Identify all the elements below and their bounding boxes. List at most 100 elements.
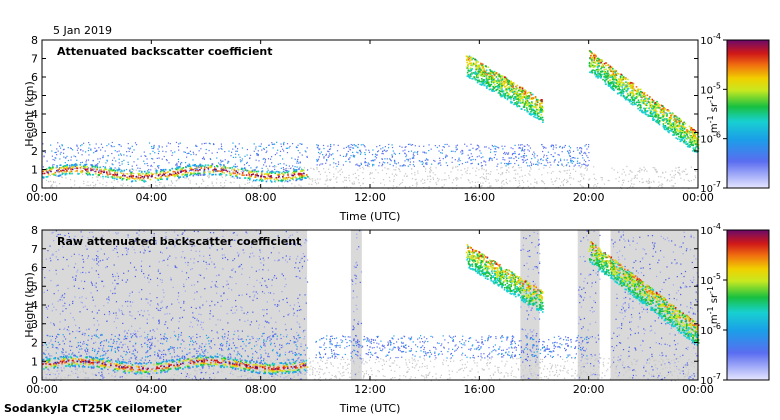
aerosol-pixel: [118, 144, 120, 146]
haze-pixel: [237, 170, 239, 172]
bl-pixel: [141, 179, 143, 182]
aerosol-pixel: [220, 147, 222, 150]
haze-pixel: [423, 166, 425, 168]
cloud-pixel: [630, 85, 633, 87]
haze-pixel: [678, 166, 680, 168]
haze-pixel: [167, 174, 169, 176]
bl-pixel: [85, 163, 88, 166]
aerosol-pixel: [327, 156, 329, 158]
noise-pixel: [129, 314, 131, 316]
bl-pixel: [254, 174, 257, 176]
cloud-pixel: [487, 66, 490, 69]
aerosol-pixel: [399, 145, 401, 147]
cloud-pixel: [654, 114, 657, 117]
bl-pixel: [50, 170, 52, 173]
aerosol-pixel: [502, 156, 504, 159]
aerosol-pixel: [157, 152, 160, 155]
haze-pixel: [428, 185, 430, 188]
cloud-pixel: [684, 126, 687, 129]
aerosol-pixel: [194, 165, 196, 167]
haze-pixel: [490, 185, 492, 187]
haze-pixel: [396, 186, 398, 188]
haze-pixel: [135, 175, 138, 177]
noise-pixel: [155, 240, 157, 242]
bl-pixel: [51, 167, 54, 170]
aerosol-pixel: [161, 158, 163, 160]
aerosol-pixel: [230, 151, 233, 153]
cloud-pixel: [591, 57, 594, 59]
aerosol-pixel: [271, 143, 273, 145]
aerosol-pixel: [335, 163, 337, 165]
haze-pixel: [511, 166, 514, 169]
cloud-pixel: [612, 72, 615, 75]
cloud-pixel: [673, 119, 675, 122]
haze-pixel: [534, 178, 536, 180]
bl-pixel: [161, 178, 163, 181]
aerosol-pixel: [57, 150, 59, 152]
bl-pixel: [290, 177, 292, 179]
noise-pixel: [263, 309, 265, 311]
haze-pixel: [513, 177, 515, 179]
cloud-pixel: [678, 129, 681, 132]
cloud-pixel: [608, 85, 610, 87]
aerosol-pixel: [168, 162, 170, 164]
cloud-pixel: [697, 144, 700, 146]
noise-pixel: [143, 230, 145, 232]
aerosol-pixel: [498, 147, 500, 149]
aerosol-pixel: [170, 150, 172, 152]
haze-pixel: [524, 174, 526, 177]
bl-pixel: [162, 170, 165, 173]
cloud-pixel: [538, 109, 540, 112]
aerosol-pixel: [328, 155, 330, 157]
aerosol-pixel: [405, 146, 407, 148]
bl-pixel: [111, 170, 113, 172]
noise-pixel: [263, 326, 266, 328]
cloud-pixel: [518, 105, 520, 107]
bl-pixel: [71, 172, 73, 175]
cloud-pixel: [611, 86, 614, 88]
bl-pixel: [192, 164, 194, 167]
aerosol-pixel: [521, 148, 523, 150]
aerosol-pixel: [524, 149, 526, 151]
noise-pixel: [167, 258, 169, 260]
cloud-pixel: [656, 121, 658, 124]
haze-pixel: [333, 173, 335, 175]
cloud-pixel: [480, 78, 483, 80]
aerosol-pixel: [424, 152, 426, 154]
noise-pixel: [103, 313, 106, 316]
cloud-pixel: [593, 53, 596, 56]
haze-pixel: [351, 182, 353, 184]
cloud-pixel: [681, 129, 684, 132]
cloud-pixel: [516, 92, 519, 95]
cloud-pixel: [498, 83, 500, 86]
cloud-pixel: [621, 85, 623, 87]
aerosol-pixel: [525, 159, 527, 161]
cloud-pixel: [624, 97, 626, 100]
aerosol-pixel: [116, 151, 118, 153]
aerosol-pixel: [172, 152, 174, 154]
bl-pixel: [130, 171, 133, 174]
cloud-pixel: [600, 77, 602, 79]
noise-pixel: [108, 311, 110, 313]
haze-pixel: [519, 176, 521, 178]
aerosol-pixel: [84, 151, 87, 153]
cloud-pixel: [491, 75, 493, 77]
aerosol-pixel: [131, 168, 134, 170]
bl-pixel: [221, 169, 223, 171]
aerosol-pixel: [423, 151, 425, 153]
noise-pixel: [123, 331, 126, 333]
cloud-pixel: [540, 106, 543, 109]
haze-pixel: [555, 179, 557, 182]
aerosol-pixel: [357, 146, 359, 149]
cloud-pixel: [513, 103, 515, 106]
haze-pixel: [61, 176, 63, 179]
aerosol-pixel: [384, 158, 386, 160]
aerosol-pixel: [81, 154, 83, 156]
cloud-pixel: [474, 79, 477, 81]
aerosol-pixel: [477, 163, 480, 166]
cloud-pixel: [675, 119, 677, 122]
aerosol-pixel: [521, 147, 524, 149]
cloud-pixel: [505, 77, 508, 80]
bl-pixel: [212, 171, 215, 174]
aerosol-pixel: [131, 171, 133, 173]
